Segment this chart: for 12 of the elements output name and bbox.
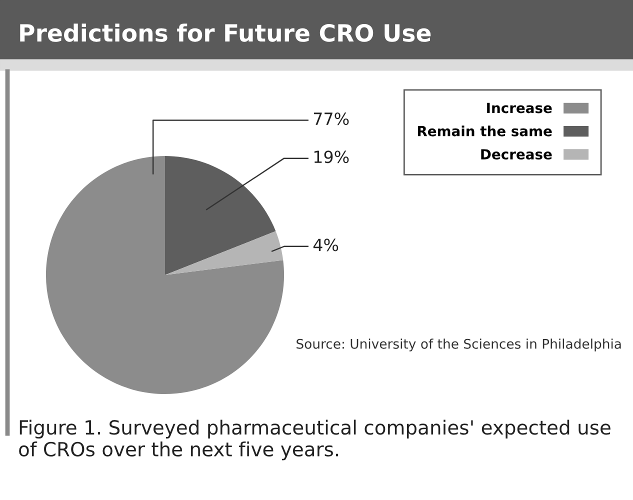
pie-slice: [165, 156, 276, 275]
legend-label: Decrease: [481, 149, 552, 160]
data-label: 4%: [313, 238, 338, 252]
legend-label: Remain the same: [418, 126, 552, 136]
source-note: Source: University of the Sciences in Philadelphia: [296, 338, 621, 352]
data-label: 19%: [314, 150, 349, 164]
pie-slice: [46, 156, 284, 394]
pie-slice: [165, 231, 284, 275]
caption: Figure 1. Surveyed pharmaceutical companies' expected use of CROs over the next five years.: [19, 420, 610, 460]
chart-title: Predictions for Future CRO Use: [20, 24, 431, 42]
legend-label: Increase: [487, 102, 552, 114]
data-label: 77%: [314, 112, 349, 126]
